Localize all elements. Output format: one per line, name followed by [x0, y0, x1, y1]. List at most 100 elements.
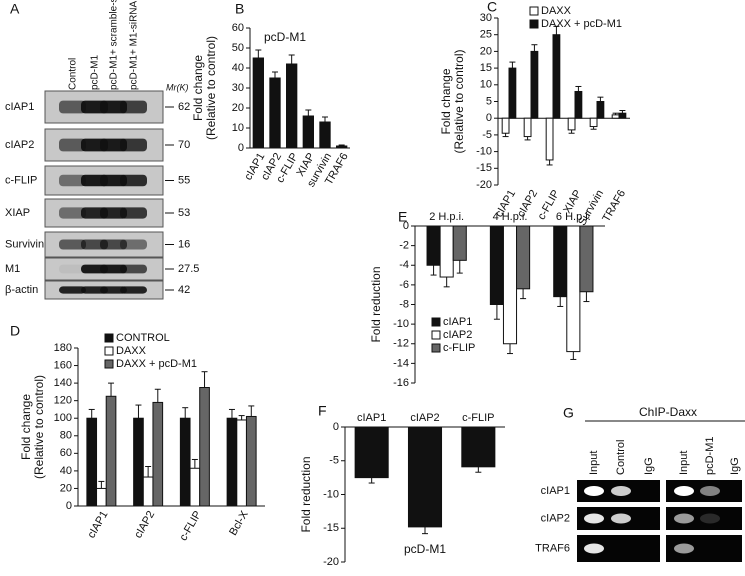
bar — [589, 117, 598, 128]
bar — [319, 121, 331, 149]
legend-swatch — [431, 343, 441, 353]
y-tick-label: -20 — [476, 179, 492, 191]
panel-letter: C — [487, 0, 497, 15]
legend-label: DAXX — [116, 345, 147, 357]
y-tick-label: 10 — [232, 122, 244, 134]
y-tick-label: -15 — [476, 162, 492, 174]
y-tick-label: 80 — [60, 430, 72, 442]
bar — [553, 225, 568, 298]
legend-label: c-FLIP — [443, 342, 475, 354]
lane-label: IgG — [643, 457, 655, 475]
y-tick-label: 20 — [60, 482, 72, 494]
bar — [354, 426, 389, 479]
blot-band — [120, 207, 147, 219]
y-tick-label: -8 — [399, 298, 409, 310]
bar — [618, 112, 627, 119]
bar — [286, 63, 298, 149]
bar — [407, 426, 443, 528]
lane-label: pcD-M1+ M1-siRNA — [129, 0, 140, 90]
legend-label: cIAP1 — [443, 316, 472, 328]
bar — [269, 77, 281, 149]
lane-label: Input — [678, 451, 690, 475]
y-tick-label: 0 — [238, 142, 244, 154]
lane-label: pcD-M1 — [90, 55, 101, 90]
y-tick-label: 0 — [486, 112, 492, 124]
gel-band — [584, 543, 604, 554]
bar — [439, 225, 454, 278]
legend-swatch — [431, 330, 441, 340]
bar — [96, 487, 107, 507]
row-label: M1 — [5, 263, 20, 275]
y-tick-label: 0 — [403, 220, 409, 232]
bar — [189, 467, 201, 507]
y-tick-label: -5 — [329, 455, 339, 467]
panel-letter: F — [318, 403, 327, 419]
y-tick-label: 30 — [232, 82, 244, 94]
legend-label: DAXX + pcD-M1 — [541, 18, 622, 30]
x-tick-label: Bcl-X — [227, 508, 251, 537]
blot-band — [120, 264, 147, 274]
y-tick-label: 15 — [480, 62, 492, 74]
bar — [508, 67, 517, 119]
y-axis-label: (Relative to control) — [452, 49, 466, 153]
legend-swatch — [529, 6, 539, 16]
lane-label: pcD-M1+ scramble-siRNA — [109, 0, 120, 90]
blot-band — [120, 174, 147, 187]
bar — [452, 225, 467, 261]
lane-label: Control — [615, 440, 627, 475]
y-tick-label: -10 — [393, 318, 409, 330]
y-tick-label: 100 — [54, 412, 72, 424]
x-tick-label: 6 H.p.i. — [556, 211, 591, 223]
blot-band — [120, 100, 147, 114]
mw-label: 53 — [178, 207, 190, 219]
x-tick-label: cIAP1 — [357, 412, 386, 424]
x-tick-label: cIAP1 — [85, 509, 110, 540]
bar — [545, 117, 554, 161]
blot-band — [59, 138, 86, 152]
blot-band — [120, 239, 147, 250]
bar — [489, 225, 504, 305]
bar — [302, 115, 314, 149]
bar — [516, 225, 531, 290]
y-tick-label: -2 — [399, 240, 409, 252]
y-tick-label: 40 — [60, 465, 72, 477]
y-axis-label: (Relative to control) — [204, 36, 218, 140]
mw-label: 16 — [178, 238, 190, 250]
bar — [252, 57, 265, 149]
row-label: cIAP2 — [5, 139, 34, 151]
gel-band — [611, 513, 631, 524]
bar — [523, 117, 532, 138]
y-axis-label: Fold reduction — [299, 456, 313, 532]
blot-band — [120, 138, 147, 152]
bar — [461, 426, 496, 468]
blot-band — [59, 100, 86, 114]
y-tick-label: 5 — [486, 95, 492, 107]
legend-label: cIAP2 — [443, 329, 472, 341]
blot-band — [100, 239, 127, 250]
mw-label: 55 — [178, 174, 190, 186]
panel-letter: E — [398, 209, 407, 225]
lane-label: Control — [68, 58, 79, 90]
panel-letter: D — [10, 323, 20, 339]
blot-band — [59, 286, 86, 294]
lane-label: Input — [588, 451, 600, 475]
row-label: cIAP2 — [541, 512, 570, 524]
panel-letter: B — [235, 1, 244, 17]
y-tick-label: 0 — [333, 421, 339, 433]
y-tick-label: 120 — [54, 395, 72, 407]
x-tick-label: cIAP2 — [410, 412, 439, 424]
blot-band — [59, 264, 86, 274]
y-tick-label: 180 — [54, 342, 72, 354]
bar — [566, 225, 581, 353]
y-tick-label: 140 — [54, 377, 72, 389]
x-tick-label: c-FLIP — [177, 509, 204, 543]
y-tick-label: 60 — [60, 447, 72, 459]
legend-label: DAXX + pcD-M1 — [116, 358, 197, 370]
y-tick-label: -10 — [323, 488, 339, 500]
y-tick-label: -5 — [482, 129, 492, 141]
y-tick-label: 10 — [480, 79, 492, 91]
y-tick-label: -12 — [393, 338, 409, 350]
mw-label: 62 — [178, 101, 190, 113]
bar — [152, 401, 164, 507]
